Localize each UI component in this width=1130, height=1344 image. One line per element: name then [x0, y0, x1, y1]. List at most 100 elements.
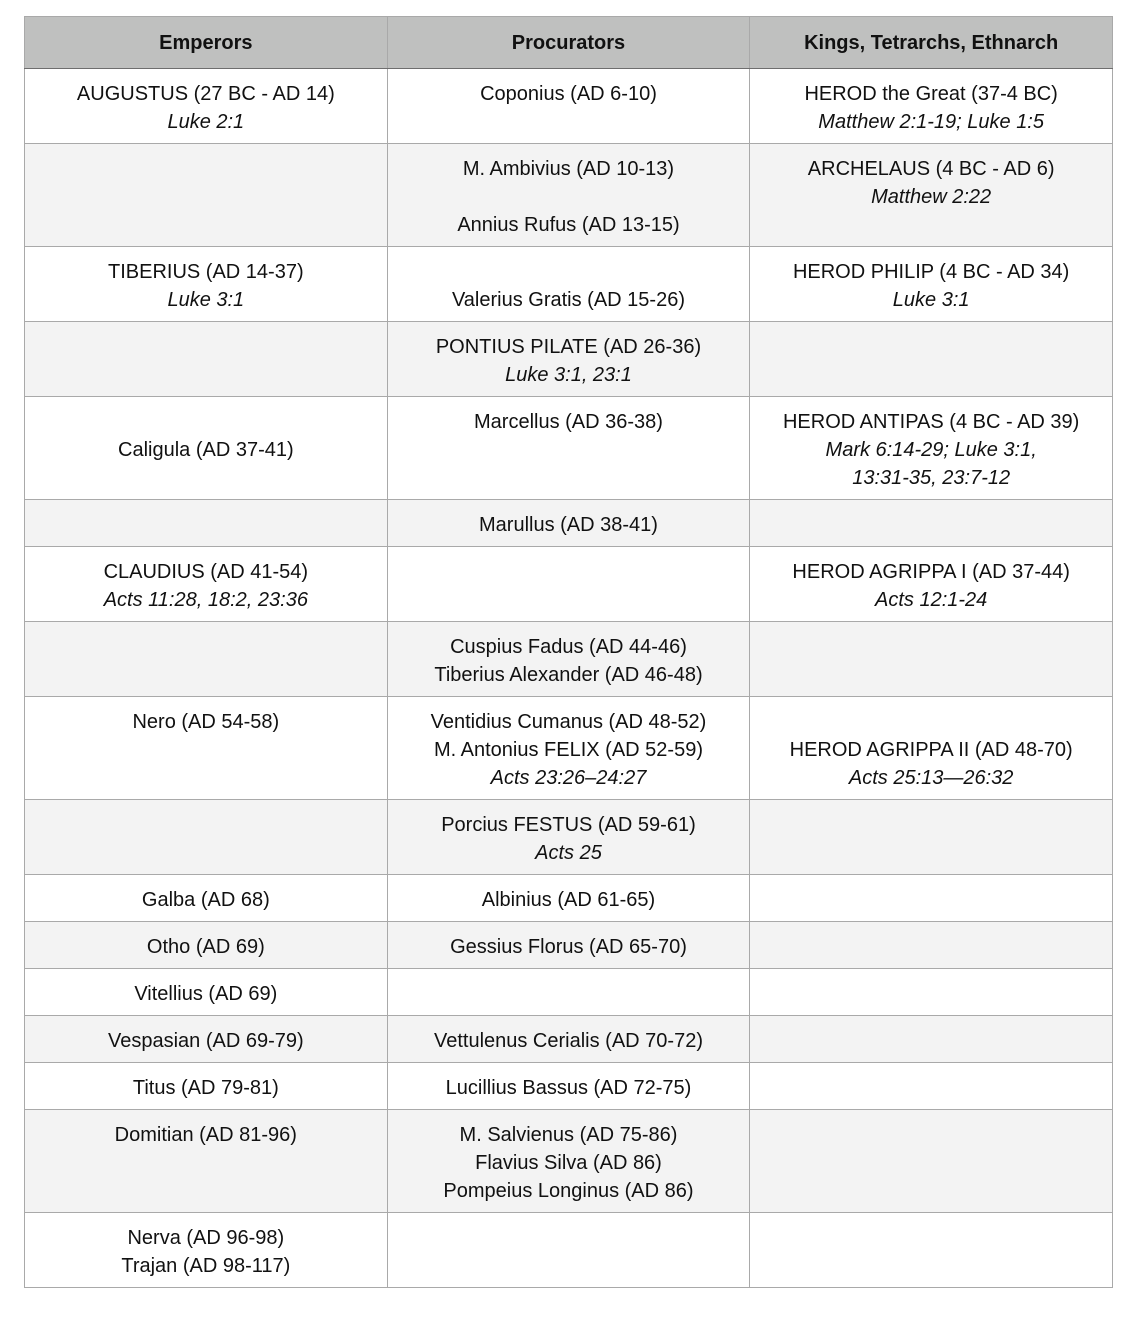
- header-procurators: Procurators: [386, 16, 751, 69]
- cell-emperors: [24, 499, 388, 547]
- cell-procurators: M. Ambivius (AD 10-13) Annius Rufus (AD …: [386, 143, 751, 247]
- cell-procurators: Coponius (AD 6-10): [386, 68, 751, 144]
- cell-text: Titus (AD 79-81): [132, 1077, 279, 1099]
- cell-emperors: Vitellius (AD 69): [24, 968, 388, 1016]
- scripture-reference: Mark 6:14-29; Luke 3:1,: [825, 439, 1037, 461]
- table-row: Vespasian (AD 69-79) Vettulenus Cerialis …: [24, 1015, 1113, 1063]
- table-row: Nero (AD 54-58) Ventidius Cumanus (AD 48-…: [24, 696, 1113, 800]
- header-kings: Kings, Tetrarchs, Ethnarch: [749, 16, 1113, 69]
- cell-procurators: Cuspius Fadus (AD 44-46) Tiberius Alexand…: [386, 621, 751, 697]
- cell-procurators: Marcellus (AD 36-38): [386, 396, 751, 500]
- cell-emperors: [24, 143, 388, 247]
- cell-emperors: CLAUDIUS (AD 41-54) Acts 11:28, 18:2, 23:…: [24, 546, 388, 622]
- cell-text: [392, 183, 746, 211]
- cell-kings: [749, 1062, 1113, 1110]
- cell-procurators: Lucillius Bassus (AD 72-75): [386, 1062, 751, 1110]
- cell-text: Nerva (AD 96-98): [127, 1227, 285, 1249]
- cell-emperors: AUGUSTUS (27 BC - AD 14) Luke 2:1: [24, 68, 388, 144]
- cell-kings: [749, 874, 1113, 922]
- table-row: Vitellius (AD 69): [24, 968, 1113, 1016]
- scripture-reference: Matthew 2:1-19; Luke 1:5: [818, 111, 1044, 133]
- table-row: CLAUDIUS (AD 41-54) Acts 11:28, 18:2, 23:…: [24, 546, 1113, 622]
- cell-emperors: Titus (AD 79-81): [24, 1062, 388, 1110]
- cell-text: HEROD ANTIPAS (4 BC - AD 39): [782, 411, 1080, 433]
- cell-text: TIBERIUS (AD 14-37): [108, 261, 304, 283]
- cell-text: Galba (AD 68): [141, 889, 270, 911]
- cell-text: M. Salvienus (AD 75-86): [459, 1124, 678, 1146]
- table-row: AUGUSTUS (27 BC - AD 14) Luke 2:1 Coponius…: [24, 68, 1113, 144]
- table-row: Galba (AD 68) Albinius (AD 61-65): [24, 874, 1113, 922]
- cell-text: Porcius FESTUS (AD 59-61): [441, 814, 696, 836]
- table-row: Porcius FESTUS (AD 59-61) Acts 25: [24, 799, 1113, 875]
- cell-emperors: Vespasian (AD 69-79): [24, 1015, 388, 1063]
- cell-kings: [749, 921, 1113, 969]
- cell-text: Nero (AD 54-58): [132, 711, 280, 733]
- cell-text: Cuspius Fadus (AD 44-46): [450, 636, 687, 658]
- cell-emperors: Nerva (AD 96-98) Trajan (AD 98-117): [24, 1212, 388, 1288]
- cell-text: [392, 258, 746, 286]
- cell-procurators: [386, 968, 751, 1016]
- cell-procurators: PONTIUS PILATE (AD 26-36) Luke 3:1, 23:1: [386, 321, 751, 397]
- scripture-reference: Matthew 2:22: [871, 186, 992, 208]
- cell-text: Annius Rufus (AD 13-15): [457, 214, 680, 236]
- scripture-reference: Acts 25:13—26:32: [848, 767, 1014, 789]
- scripture-reference: Luke 2:1: [167, 111, 245, 133]
- rulers-table: Emperors Procurators Kings, Tetrarchs, E…: [24, 16, 1113, 1288]
- cell-text: Marcellus (AD 36-38): [474, 411, 663, 433]
- cell-kings: [749, 1015, 1113, 1063]
- scripture-reference: Acts 25: [535, 842, 602, 864]
- cell-procurators: [386, 546, 751, 622]
- scripture-reference: Luke 3:1, 23:1: [505, 364, 632, 386]
- cell-procurators: Ventidius Cumanus (AD 48-52) M. Antonius …: [386, 696, 751, 800]
- table-row: M. Ambivius (AD 10-13) Annius Rufus (AD …: [24, 143, 1113, 247]
- cell-text: Gessius Florus (AD 65-70): [450, 936, 687, 958]
- cell-text: Lucillius Bassus (AD 72-75): [445, 1077, 692, 1099]
- cell-kings: [749, 968, 1113, 1016]
- cell-text: Vettulenus Cerialis (AD 70-72): [433, 1030, 703, 1052]
- cell-text: HEROD the Great (37-4 BC): [804, 83, 1058, 105]
- table-body: AUGUSTUS (27 BC - AD 14) Luke 2:1 Coponius…: [24, 68, 1113, 1288]
- table-row: Otho (AD 69) Gessius Florus (AD 65-70): [24, 921, 1113, 969]
- cell-emperors: [24, 621, 388, 697]
- cell-kings: HEROD AGRIPPA I (AD 37-44) Acts 12:1-24: [749, 546, 1113, 622]
- scripture-reference: Acts 12:1-24: [875, 589, 988, 611]
- cell-text: Vespasian (AD 69-79): [107, 1030, 304, 1052]
- cell-emperors: Otho (AD 69): [24, 921, 388, 969]
- cell-kings: [749, 499, 1113, 547]
- cell-text: AUGUSTUS (27 BC - AD 14): [76, 83, 335, 105]
- table-row: Caligula (AD 37-41) Marcellus (AD 36-38) H…: [24, 396, 1113, 500]
- cell-text: HEROD AGRIPPA II (AD 48-70): [789, 739, 1073, 761]
- cell-text: Ventidius Cumanus (AD 48-52): [430, 711, 707, 733]
- cell-kings: [749, 1109, 1113, 1213]
- table-row: PONTIUS PILATE (AD 26-36) Luke 3:1, 23:1: [24, 321, 1113, 397]
- cell-procurators: [386, 1212, 751, 1288]
- table-row: Titus (AD 79-81) Lucillius Bassus (AD 72-…: [24, 1062, 1113, 1110]
- cell-text: PONTIUS PILATE (AD 26-36): [435, 336, 702, 358]
- cell-emperors: Domitian (AD 81-96): [24, 1109, 388, 1213]
- cell-text: [754, 708, 1108, 736]
- scripture-reference: Luke 3:1: [892, 289, 970, 311]
- scripture-reference: Luke 3:1: [167, 289, 245, 311]
- scripture-reference: Acts 23:26–24:27: [490, 767, 647, 789]
- cell-text: Trajan (AD 98-117): [121, 1255, 291, 1277]
- cell-text: M. Ambivius (AD 10-13): [462, 158, 675, 180]
- table-row: Domitian (AD 81-96) M. Salvienus (AD 75-8…: [24, 1109, 1113, 1213]
- scripture-reference: 13:31-35, 23:7-12: [852, 467, 1011, 489]
- cell-text: Otho (AD 69): [146, 936, 265, 958]
- cell-text: M. Antonius FELIX (AD 52-59): [433, 739, 703, 761]
- cell-emperors: Galba (AD 68): [24, 874, 388, 922]
- cell-text: Vitellius (AD 69): [134, 983, 278, 1005]
- cell-procurators: Porcius FESTUS (AD 59-61) Acts 25: [386, 799, 751, 875]
- cell-kings: HEROD ANTIPAS (4 BC - AD 39) Mark 6:14-29…: [749, 396, 1113, 500]
- cell-procurators: M. Salvienus (AD 75-86) Flavius Silva (AD…: [386, 1109, 751, 1213]
- cell-text: HEROD AGRIPPA I (AD 37-44): [792, 561, 1070, 583]
- cell-procurators: Valerius Gratis (AD 15-26): [386, 246, 751, 322]
- cell-text: Valerius Gratis (AD 15-26): [451, 289, 685, 311]
- cell-emperors: TIBERIUS (AD 14-37) Luke 3:1: [24, 246, 388, 322]
- cell-text: Caligula (AD 37-41): [118, 439, 294, 461]
- cell-text: Flavius Silva (AD 86): [475, 1152, 662, 1174]
- cell-procurators: Gessius Florus (AD 65-70): [386, 921, 751, 969]
- table-row: Cuspius Fadus (AD 44-46) Tiberius Alexand…: [24, 621, 1113, 697]
- cell-text: Pompeius Longinus (AD 86): [443, 1180, 694, 1202]
- header-row: Emperors Procurators Kings, Tetrarchs, E…: [24, 16, 1113, 69]
